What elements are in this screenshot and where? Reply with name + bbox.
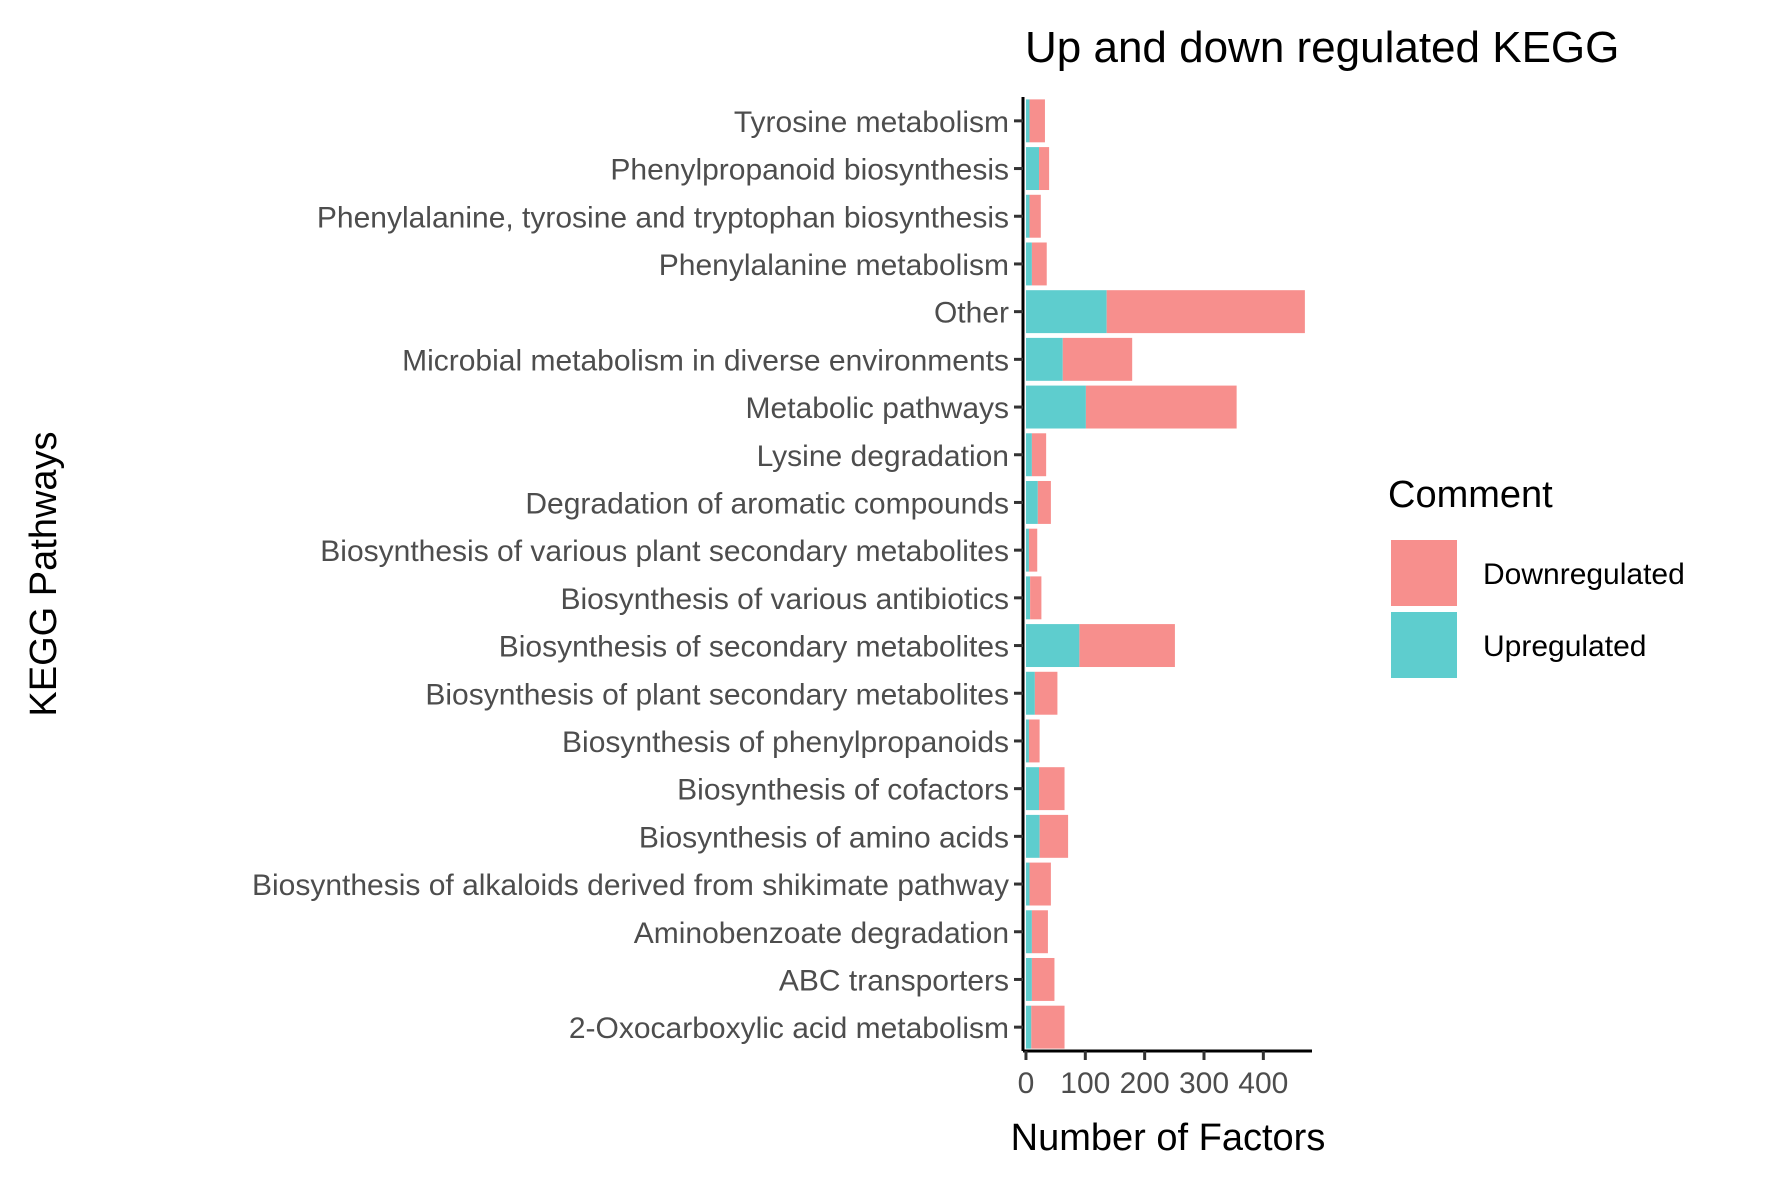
bar-downregulated	[1039, 767, 1065, 811]
legend-label-upregulated: Upregulated	[1483, 630, 1646, 663]
category-label: Phenylalanine, tyrosine and tryptophan b…	[317, 201, 1009, 234]
category-label: Degradation of aromatic compounds	[525, 487, 1009, 520]
bar-downregulated	[1031, 910, 1048, 954]
bar-downregulated	[1028, 719, 1040, 763]
bars-layer	[1025, 99, 1305, 1049]
category-label: Biosynthesis of various plant secondary …	[320, 535, 1009, 568]
bar-downregulated	[1039, 814, 1069, 858]
bar-downregulated	[1031, 1005, 1065, 1049]
bar-downregulated	[1030, 576, 1042, 620]
bar-upregulated	[1025, 290, 1107, 334]
bar-upregulated	[1025, 385, 1086, 429]
category-label: Biosynthesis of phenylpropanoids	[562, 726, 1009, 759]
bar-upregulated	[1025, 862, 1030, 906]
legend-key-upregulated	[1391, 612, 1457, 678]
bar-upregulated	[1025, 194, 1030, 238]
bar-downregulated	[1079, 624, 1175, 668]
category-label: Other	[934, 297, 1009, 330]
category-label: Biosynthesis of cofactors	[677, 774, 1009, 807]
bar-upregulated	[1025, 528, 1029, 572]
bar-upregulated	[1025, 814, 1040, 858]
bar-downregulated	[1029, 862, 1051, 906]
bar-upregulated	[1025, 337, 1063, 381]
bar-downregulated	[1031, 242, 1047, 286]
legend-label-downregulated: Downregulated	[1483, 558, 1685, 591]
category-label: Biosynthesis of plant secondary metaboli…	[425, 678, 1009, 711]
bar-downregulated	[1028, 528, 1038, 572]
x-axis-title: Number of Factors	[1011, 1117, 1326, 1159]
category-label: Microbial metabolism in diverse environm…	[402, 344, 1009, 377]
x-tick-label: 400	[1238, 1067, 1288, 1100]
category-label: Biosynthesis of alkaloids derived from s…	[252, 869, 1009, 902]
category-label: Phenylalanine metabolism	[659, 249, 1009, 282]
category-label: 2-Oxocarboxylic acid metabolism	[569, 1012, 1009, 1045]
bar-downregulated	[1039, 147, 1050, 191]
x-tick-label: 100	[1060, 1067, 1110, 1100]
category-label: Aminobenzoate degradation	[634, 917, 1009, 950]
bar-downregulated	[1029, 194, 1041, 238]
bar-downregulated	[1034, 671, 1058, 715]
bar-downregulated	[1031, 957, 1055, 1001]
x-tick-label: 300	[1179, 1067, 1229, 1100]
legend-key-downregulated	[1391, 540, 1457, 606]
legend: Comment Downregulated Upregulated	[1388, 474, 1685, 678]
bar-downregulated	[1085, 385, 1237, 429]
y-axis-title: KEGG Pathways	[23, 431, 65, 716]
category-label: Biosynthesis of secondary metabolites	[499, 631, 1009, 664]
x-tick-label: 0	[1018, 1067, 1035, 1100]
bar-upregulated	[1025, 99, 1030, 143]
category-label: Biosynthesis of various antibiotics	[560, 583, 1009, 616]
bar-upregulated	[1025, 147, 1040, 191]
bar-upregulated	[1025, 624, 1080, 668]
x-tick-label: 200	[1120, 1067, 1170, 1100]
bar-upregulated	[1025, 242, 1032, 286]
category-label: ABC transporters	[779, 964, 1009, 997]
bar-upregulated	[1025, 957, 1032, 1001]
category-label: Lysine degradation	[757, 440, 1009, 473]
bar-upregulated	[1025, 767, 1040, 811]
bar-upregulated	[1025, 433, 1032, 477]
category-label: Metabolic pathways	[746, 392, 1009, 425]
bar-upregulated	[1025, 719, 1029, 763]
category-label: Tyrosine metabolism	[734, 106, 1009, 139]
bar-downregulated	[1106, 290, 1305, 334]
category-labels: 2-Oxocarboxylic acid metabolism ABC trans…	[252, 106, 1023, 1045]
bar-downregulated	[1031, 433, 1047, 477]
bar-downregulated	[1037, 480, 1051, 524]
bar-upregulated	[1025, 910, 1032, 954]
bar-downregulated	[1029, 99, 1045, 143]
bar-upregulated	[1025, 1005, 1032, 1049]
x-axis-ticks: 0 100 200 300 400	[1018, 1051, 1288, 1100]
legend-title: Comment	[1388, 474, 1553, 516]
chart-title: Up and down regulated KEGG	[1025, 23, 1619, 72]
category-label: Phenylpropanoid biosynthesis	[610, 154, 1009, 187]
bar-upregulated	[1025, 671, 1035, 715]
bar-upregulated	[1025, 576, 1031, 620]
bar-upregulated	[1025, 480, 1038, 524]
bar-downregulated	[1062, 337, 1133, 381]
category-label: Biosynthesis of amino acids	[639, 821, 1009, 854]
